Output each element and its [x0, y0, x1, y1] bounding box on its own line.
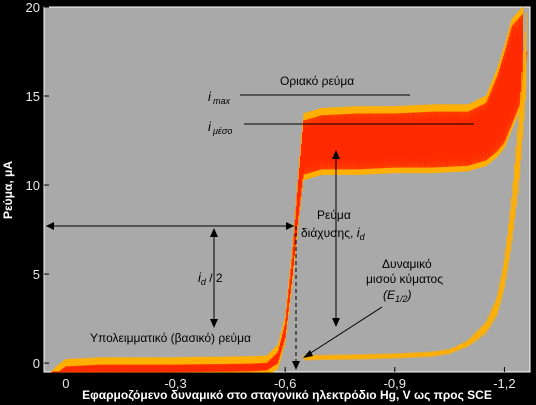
y-axis-ticks: 0 5 10 15 20 — [26, 0, 49, 371]
oscillating-current-trace — [51, 6, 524, 373]
halfwave-line2: μισού κύματος — [366, 272, 443, 286]
ehalf-arrowhead — [292, 361, 300, 370]
current-traces — [51, 6, 528, 373]
y-tick-label: 5 — [33, 267, 40, 282]
imean-label: i — [208, 119, 212, 134]
x-tick-label: -1,2 — [493, 376, 515, 391]
imax-label: i — [208, 89, 212, 104]
limiting-current-label: Οριακό ρεύμα — [280, 74, 354, 88]
diffusion-arrow-down — [332, 318, 340, 327]
ehalf-pointer — [305, 306, 383, 357]
y-tick-label: 20 — [26, 0, 40, 15]
diffusion-label-line2: διάχυσης, id — [301, 225, 366, 242]
y-tick-label: 10 — [26, 178, 40, 193]
arrowhead-left — [46, 222, 54, 230]
x-axis-title: Εφαρμοζόμενο δυναμικό στο σταγονικό ηλεκ… — [82, 388, 492, 402]
x-tick-label: 0 — [62, 376, 69, 391]
arrowhead-right — [286, 222, 294, 230]
halfwave-line1: Δυναμικό — [382, 257, 432, 271]
x-axis-ticks: 0 -0,3 -0,6 -0,9 -1,2 — [62, 367, 516, 391]
y-tick-label: 15 — [26, 89, 40, 104]
y-axis-title: Ρεύμα, μA — [1, 161, 15, 219]
x-tick-label: -0,9 — [384, 376, 406, 391]
half-current-label: id / 2 — [198, 270, 223, 287]
oscillating-current-trace-inner — [51, 13, 524, 373]
residual-current-label: Υπολειμματικό (βασικό) ρεύμα — [90, 331, 251, 345]
diffusion-label-line1: Ρεύμα — [317, 208, 351, 222]
half-arrow-down — [210, 319, 218, 328]
ehalf-pointer-head — [303, 350, 313, 358]
annotations: Οριακό ρεύμα i max i μέσο Ρεύμα διάχυσης… — [46, 74, 474, 370]
x-tick-label: -0,6 — [274, 376, 296, 391]
diffusion-arrow-up — [332, 150, 340, 159]
imean-sub: μέσο — [212, 126, 232, 136]
half-arrow-up — [210, 228, 218, 237]
x-tick-label: -0,3 — [164, 376, 186, 391]
residual-current-oscillation — [302, 12, 527, 361]
imax-sub: max — [213, 96, 231, 106]
halfwave-line3: (E1/2) — [383, 288, 412, 304]
y-tick-label: 0 — [33, 356, 40, 371]
